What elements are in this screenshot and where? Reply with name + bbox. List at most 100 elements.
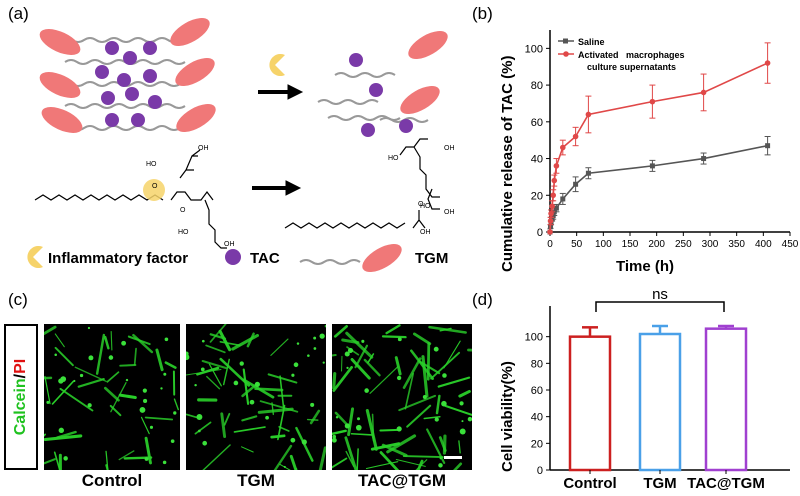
cell-2-56	[386, 434, 417, 454]
cell-1-38	[206, 375, 221, 390]
cell-0-37	[54, 346, 74, 367]
x-tick-label-3: 150	[622, 239, 639, 250]
cell-body-2-23	[344, 423, 350, 429]
cell-1-9	[219, 341, 241, 347]
cell-0-24	[140, 416, 150, 435]
micrograph-control	[44, 324, 180, 470]
cell-body-0-20	[125, 378, 129, 382]
cell-1-42	[241, 415, 258, 422]
cell-2-46	[350, 358, 371, 380]
cell-body-0-7	[108, 355, 114, 360]
cell-0-12	[44, 434, 83, 441]
x-tick-label-6: 300	[702, 239, 719, 250]
bar-category-label-1: TGM	[643, 475, 676, 492]
d-y-tick-label-5: 100	[525, 332, 543, 344]
cell-body-1-21	[265, 415, 269, 420]
cell-1-29	[233, 426, 266, 433]
cell-body-2-11	[364, 388, 369, 393]
cell-body-1-6	[301, 439, 307, 445]
panel-label-c: (c)	[8, 290, 28, 309]
panel-label-a: (a)	[8, 4, 29, 23]
cell-body-1-9	[202, 440, 208, 446]
cell-1-28	[201, 359, 227, 370]
chem-label-oh-4: OH	[444, 209, 455, 216]
point-1-8	[572, 133, 579, 140]
stain-calcein: Calcein	[12, 378, 29, 436]
cell-0-35	[56, 430, 77, 439]
cell-2-13	[363, 358, 381, 377]
chem-label-o-1: O	[152, 183, 158, 190]
cell-body-0-4	[58, 427, 65, 434]
legend-activated: Activated macrophages	[578, 50, 685, 60]
cell-body-2-10	[441, 400, 447, 407]
cell-2-2	[404, 372, 414, 410]
cell-body-2-6	[397, 337, 402, 342]
cell-body-2-13	[442, 373, 447, 378]
cell-0-2	[132, 333, 154, 354]
viability-bar-chart: Cell viability(%) 0 20 40 60 80 100 Control TG…	[499, 290, 790, 492]
chem-label-oh-2: OH	[224, 241, 235, 248]
cell-body-1-15	[239, 361, 244, 366]
point-1-4	[550, 192, 556, 199]
x-tick-label-5: 250	[675, 239, 692, 250]
release-line-chart: Cumulative release of TAC (%) Time (h) 0…	[499, 30, 799, 275]
x-tick-label-4: 200	[648, 239, 665, 250]
cell-0-4	[59, 387, 94, 412]
cell-2-33	[437, 376, 471, 388]
d-y-tick-label-2: 40	[531, 412, 543, 424]
cell-2-14	[332, 354, 337, 357]
point-1-9	[585, 111, 592, 118]
legend-tgm-label: TGM	[415, 250, 448, 267]
tac-dots-left	[95, 41, 162, 127]
cell-body-2-19	[434, 417, 439, 422]
x-tick-label-0: 0	[547, 239, 553, 250]
caption-tgm: TGM	[237, 471, 275, 490]
cell-1-22	[267, 373, 298, 384]
cell-body-1-3	[293, 362, 299, 368]
point-1-12	[764, 60, 771, 66]
x-tick-label-2: 100	[595, 239, 612, 250]
y-tick-label-4: 80	[531, 80, 543, 92]
cell-0-26	[77, 377, 105, 388]
d-y-tick-label-0: 0	[537, 465, 543, 477]
cell-1-8	[309, 409, 321, 425]
y-tick-label-3: 60	[531, 117, 543, 129]
cell-body-2-22	[357, 417, 361, 421]
chem-label-ho-3: HO	[388, 155, 399, 162]
point-0-7	[560, 196, 566, 202]
tgm-legend-chain	[299, 259, 361, 265]
cell-body-1-16	[186, 354, 190, 361]
legend-saline: Saline	[578, 37, 605, 47]
cell-body-2-3	[461, 420, 464, 423]
cell-body-0-8	[162, 460, 167, 465]
cell-body-1-12	[310, 402, 315, 407]
cell-2-34	[365, 408, 378, 451]
cell-body-2-0	[344, 351, 350, 357]
cell-2-8	[365, 461, 399, 470]
cell-1-33	[186, 368, 222, 376]
cell-2-43	[367, 353, 375, 364]
cell-2-35	[439, 327, 452, 332]
cell-body-2-8	[396, 426, 402, 432]
significance-bracket	[595, 301, 725, 312]
d-y-tick-label-1: 20	[531, 438, 543, 450]
micrograph-tgm	[186, 324, 326, 470]
cell-1-7	[223, 412, 231, 426]
cell-2-24	[332, 457, 348, 469]
chem-label-ho-2: HO	[178, 229, 189, 236]
cell-body-2-18	[467, 416, 472, 422]
cell-2-37	[379, 451, 400, 470]
cell-2-57	[421, 355, 429, 398]
y-tick-label-0: 0	[537, 227, 543, 239]
cell-1-36	[273, 444, 293, 470]
cell-2-6	[344, 436, 358, 470]
chem-label-oh-3: OH	[444, 145, 455, 152]
cell-2-48	[438, 436, 447, 453]
cell-body-1-5	[296, 342, 300, 345]
cell-2-36	[333, 324, 348, 338]
cell-2-50	[381, 443, 408, 457]
cell-body-0-17	[87, 403, 92, 408]
cell-2-45	[458, 389, 471, 398]
cell-body-2-24	[346, 366, 349, 369]
cell-0-9	[104, 335, 110, 350]
